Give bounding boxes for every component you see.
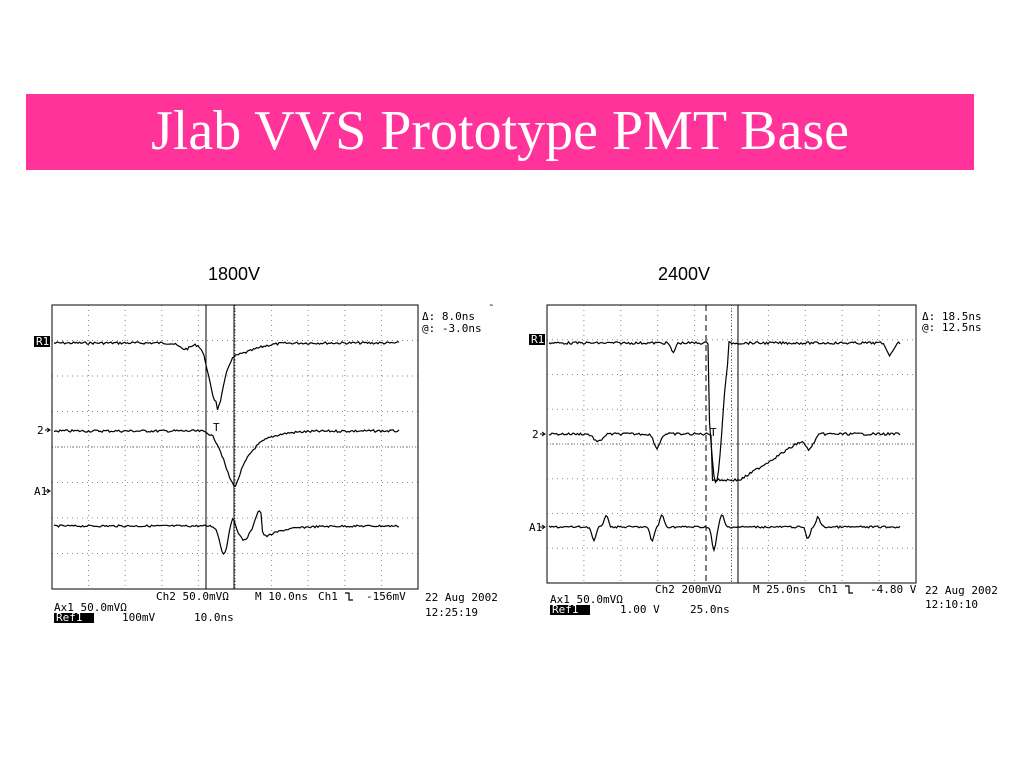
trigger-channel: Ch1 [318, 590, 338, 603]
slide-title: Jlab VVS Prototype PMT Base [151, 100, 849, 162]
marker-ch2: 2 [37, 424, 44, 437]
trigger-t-icon: T [213, 421, 220, 434]
scope-grid-1800v [52, 305, 418, 589]
capture-date: 22 Aug 2002 [425, 591, 498, 604]
marker-r1-box [34, 336, 50, 347]
trace-ch2 [53, 428, 400, 487]
ref1-badge [550, 605, 590, 615]
marker-arrow-icon [540, 524, 546, 530]
timebase: M 25.0ns [753, 583, 806, 596]
trigger-t-icon: T [710, 426, 717, 439]
trigger-level: -4.80 V [870, 583, 917, 596]
trace-r1 [548, 340, 901, 484]
panel-label-2400v: 2400V [658, 264, 711, 284]
capture-time: 12:25:19 [425, 606, 478, 619]
delta-readout: Δ: 18.5ns [922, 310, 982, 323]
trace-r1 [53, 341, 400, 410]
capture-date: 22 Aug 2002 [925, 584, 998, 597]
ax1-setting: Ax1 50.0mVΩ [550, 593, 623, 606]
ref1-volts: 100mV [122, 611, 155, 624]
ch2-setting: Ch2 200mVΩ [655, 583, 722, 596]
delta-readout: Δ: 8.0ns [422, 310, 475, 323]
falling-edge-icon [845, 585, 853, 594]
marker-r1: R1 [531, 333, 544, 346]
scope-screen-frame [546, 304, 917, 584]
ref1-time: 25.0ns [690, 603, 730, 616]
ax1-setting: Ax1 50.0mVΩ [54, 601, 127, 614]
ref1-badge [54, 613, 94, 623]
trace-a1 [548, 514, 901, 553]
ref1-label: Ref1 [552, 603, 579, 616]
marker-r1-box [529, 334, 545, 345]
scope-grid-2400v [547, 305, 916, 583]
extra-mark: - [488, 298, 495, 311]
trigger-channel: Ch1 [818, 583, 838, 596]
marker-a1: A1 [34, 485, 47, 498]
at-readout: @: -3.0ns [422, 322, 482, 335]
timebase: M 10.0ns [255, 590, 308, 603]
ref1-time: 10.0ns [194, 611, 234, 624]
scope-screen-frame [51, 304, 419, 590]
title-banner: Jlab VVS Prototype PMT Base [26, 94, 974, 170]
trace-ch2 [548, 431, 901, 482]
marker-r1: R1 [36, 335, 49, 348]
falling-edge-icon [345, 592, 353, 601]
marker-arrow-icon [540, 431, 546, 437]
panel-label-1800v: 1800V [208, 264, 261, 284]
capture-time: 12:10:10 [925, 598, 978, 611]
ch2-setting: Ch2 50.0mVΩ [156, 590, 229, 603]
ref1-label: Ref1 [56, 611, 83, 624]
marker-arrow-icon [45, 427, 51, 433]
at-readout: @: 12.5ns [922, 321, 982, 334]
trigger-level: -156mV [366, 590, 406, 603]
ref1-volts: 1.00 V [620, 603, 660, 616]
trace-a1 [53, 510, 400, 556]
marker-a1: A1 [529, 521, 542, 534]
marker-arrow-icon [45, 488, 51, 494]
marker-ch2: 2 [532, 428, 539, 441]
